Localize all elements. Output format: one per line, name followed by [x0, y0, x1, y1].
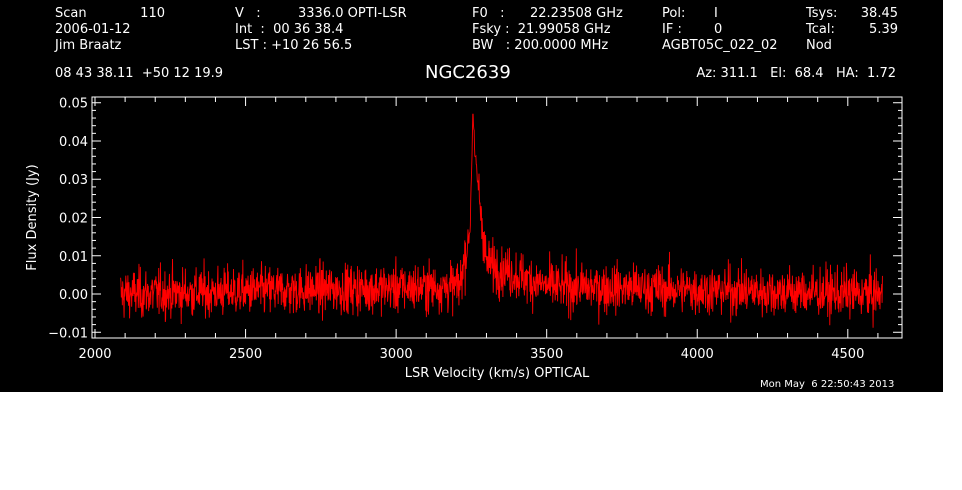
x-tick-label: 2000: [78, 347, 111, 362]
scan-label: Scan: [55, 6, 87, 21]
y-tick-label: 0.04: [59, 135, 88, 150]
y-tick-label: 0.01: [59, 250, 88, 265]
y-tick-label: −0.01: [48, 326, 88, 341]
observation-date: 2006-01-12: [55, 22, 131, 37]
spectrum-line: [120, 113, 883, 328]
x-tick-label: 2500: [229, 347, 262, 362]
f0-value: 22.23508 GHz: [530, 6, 623, 21]
spectrum-plot: 2000 2500 3000 3500 4000 4500 −0.01 0.00 0.01 0.0…: [25, 96, 903, 381]
x-tick-label: 4000: [681, 347, 714, 362]
y-tick-label: 0.03: [59, 173, 88, 188]
tcal-label: Tcal:: [806, 22, 835, 37]
x-tick-label: 4500: [831, 347, 864, 362]
integration-time: Int : 00 36 38.4: [235, 22, 344, 37]
if-value: 0: [714, 22, 723, 37]
x-axis-label: LSR Velocity (km/s) OPTICAL: [405, 366, 590, 381]
plot-panel: Scan 110 2006-01-12 Jim Braatz 08 43 38.…: [0, 0, 943, 392]
source-name: NGC2639: [425, 62, 511, 83]
switching-mode: Nod: [806, 38, 832, 53]
axis-ticks: 2000 2500 3000 3500 4000 4500 −0.01 0.00 0.01 0.0…: [48, 97, 902, 362]
y-tick-label: 0.02: [59, 212, 88, 227]
f0-label: F0 :: [472, 6, 505, 21]
project-id: AGBT05C_022_02: [662, 38, 778, 53]
tcal-value: 5.39: [869, 22, 898, 37]
observer-name: Jim Braatz: [55, 38, 122, 53]
source-coordinates: 08 43 38.11 +50 12 19.9: [55, 66, 224, 81]
spectrum-trace: [120, 113, 883, 328]
lst-value: LST : +10 26 56.5: [235, 38, 353, 53]
plot-timestamp: Mon May 6 22:50:43 2013: [760, 379, 895, 390]
pol-label: Pol:: [662, 6, 686, 21]
if-label: IF :: [662, 22, 682, 37]
tsys-value: 38.45: [860, 6, 898, 21]
y-tick-label: 0.05: [59, 97, 88, 112]
pol-value: I: [714, 6, 718, 21]
velocity-label: V :: [235, 6, 261, 21]
y-axis-label: Flux Density (Jy): [25, 164, 40, 270]
az-el-ha: Az: 311.1 El: 68.4 HA: 1.72: [696, 66, 896, 81]
y-tick-label: 0.00: [59, 288, 88, 303]
fsky-value: Fsky : 21.99058 GHz: [472, 22, 611, 37]
scan-value: 110: [140, 6, 165, 21]
tsys-label: Tsys:: [806, 6, 838, 21]
velocity-value: 3336.0 OPTI-LSR: [298, 6, 407, 21]
bandwidth-value: BW : 200.0000 MHz: [472, 38, 609, 53]
x-tick-label: 3500: [530, 347, 563, 362]
x-tick-label: 3000: [380, 347, 413, 362]
